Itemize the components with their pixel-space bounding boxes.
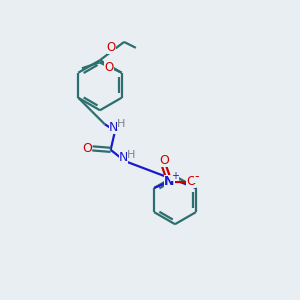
Text: O: O — [104, 61, 114, 74]
Text: H: H — [117, 119, 126, 129]
Text: H: H — [127, 150, 136, 160]
Text: N: N — [118, 151, 128, 164]
Text: O: O — [82, 142, 92, 155]
Text: O: O — [159, 154, 169, 167]
Text: N: N — [109, 121, 118, 134]
Text: N: N — [164, 175, 175, 188]
Text: O: O — [186, 175, 196, 188]
Text: -: - — [194, 170, 199, 183]
Text: O: O — [106, 41, 116, 54]
Text: +: + — [171, 171, 179, 181]
